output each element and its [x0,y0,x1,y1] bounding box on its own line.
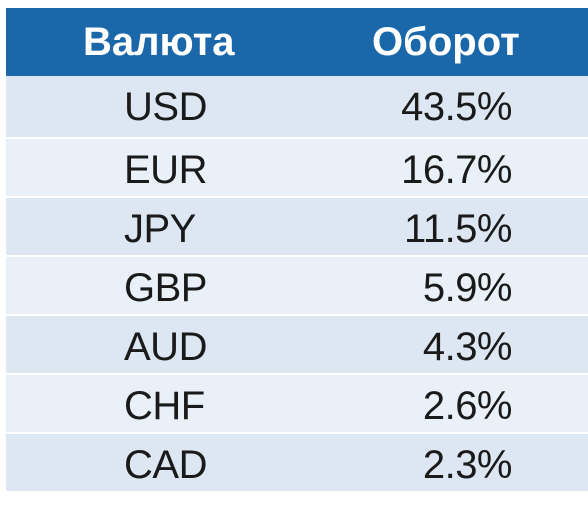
cell-turnover: 2.6% [422,384,513,428]
table-row: CAD 2.3% [6,432,588,491]
cell-turnover: 16.7% [401,148,512,192]
table-row: AUD 4.3% [6,314,588,373]
column-header-currency: Валюта [83,20,235,64]
cell-currency: CAD [124,443,207,487]
table-header: Валюта Оборот [6,8,588,76]
cell-currency: JPY [124,207,196,251]
column-header-turnover: Оборот [372,20,520,64]
cell-turnover: 11.5% [404,207,512,251]
cell-currency: EUR [124,148,207,192]
table-row: GBP 5.9% [6,255,588,314]
cell-turnover: 2.3% [422,443,513,487]
table-row: CHF 2.6% [6,373,588,432]
cell-currency: AUD [124,325,207,369]
table-row: JPY 11.5% [6,196,588,255]
cell-turnover: 4.3% [422,325,513,369]
cell-turnover: 5.9% [422,266,513,310]
table-row: EUR 16.7% [6,137,588,196]
cell-currency: CHF [124,384,205,428]
cell-currency: USD [124,85,207,129]
table-body: USD 43.5% EUR 16.7% JPY 11.5% GBP 5.9% AUD 4.3% CH… [6,76,588,491]
cell-turnover: 43.5% [401,85,512,129]
cell-currency: GBP [124,266,207,310]
table-row: USD 43.5% [6,76,588,137]
